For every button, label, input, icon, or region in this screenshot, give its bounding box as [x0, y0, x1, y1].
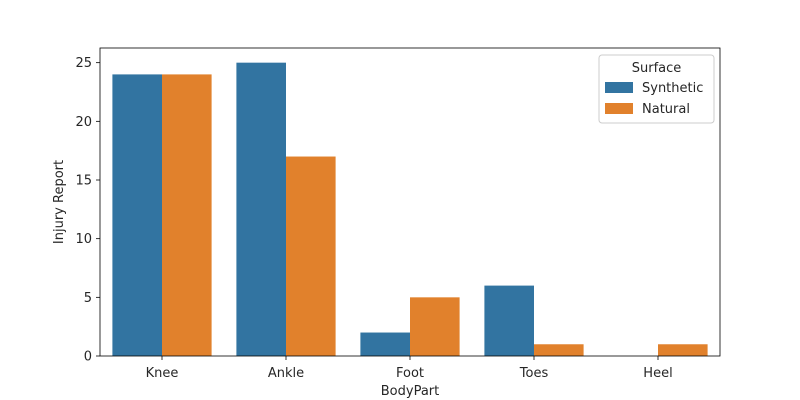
bars-group — [112, 62, 708, 357]
x-tick-label-ankle: Ankle — [268, 366, 304, 381]
bar-natural-toes — [534, 344, 584, 356]
bar-synthetic-knee — [112, 74, 162, 357]
x-tick-label-toes: Toes — [519, 366, 549, 381]
y-axis-label: Injury Report — [52, 160, 67, 244]
y-tick-label: 15 — [75, 174, 92, 189]
x-axis-ticks: Knee Ankle Foot Toes Heel — [146, 356, 673, 381]
y-tick-label: 25 — [75, 56, 92, 71]
bar-natural-foot — [410, 297, 460, 356]
legend-items: Synthetic Natural — [605, 81, 703, 117]
bar-natural-ankle — [286, 156, 336, 356]
bar-synthetic-toes — [484, 285, 534, 356]
legend-title: Surface — [632, 61, 682, 76]
y-tick-label: 5 — [84, 291, 92, 306]
plot-frame — [99, 47, 721, 357]
x-tick-label-knee: Knee — [146, 366, 179, 381]
legend: Surface Synthetic Natural — [598, 54, 715, 124]
y-tick-label: 10 — [75, 232, 92, 247]
x-tick-label-heel: Heel — [643, 366, 672, 381]
x-tick-label-foot: Foot — [396, 366, 424, 381]
y-tick-label: 20 — [75, 115, 92, 130]
bar-synthetic-foot — [360, 332, 410, 356]
x-axis-label: BodyPart — [381, 384, 439, 399]
bar-synthetic-ankle — [236, 62, 286, 357]
legend-swatch-natural — [605, 103, 633, 114]
y-tick-label: 0 — [84, 350, 92, 365]
legend-label-synthetic: Synthetic — [642, 81, 703, 96]
y-axis-ticks: 0 5 10 15 20 25 — [75, 56, 100, 365]
legend-swatch-synthetic — [605, 82, 633, 93]
bar-natural-heel — [658, 344, 708, 356]
legend-label-natural: Natural — [642, 102, 690, 117]
bar-natural-knee — [162, 74, 212, 357]
